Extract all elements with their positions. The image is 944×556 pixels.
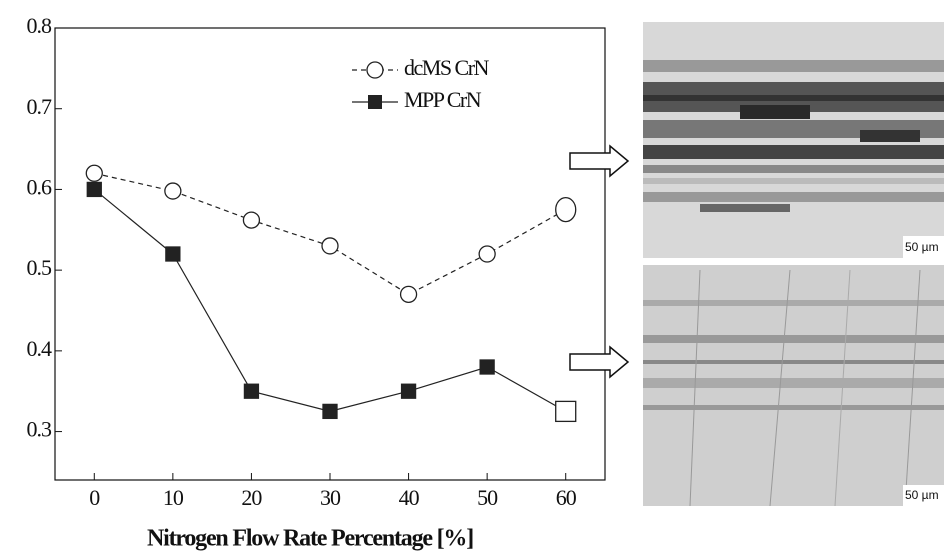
scale-box	[903, 485, 944, 506]
marker	[322, 403, 338, 420]
marker	[321, 237, 339, 255]
y-tick-label: 0.8	[27, 13, 53, 38]
marker	[164, 182, 182, 200]
x-tick-label: 40	[399, 485, 420, 510]
y-tick-label: 0.4	[27, 336, 53, 361]
legend-label: MPP CrN	[404, 87, 482, 112]
marker	[400, 383, 417, 399]
x-tick-label: 20	[241, 485, 262, 510]
micrograph-top	[643, 22, 944, 258]
y-tick-label: 0.7	[27, 94, 53, 119]
x-tick-label: 50	[477, 485, 498, 510]
legend-label: dcMS CrN	[404, 55, 490, 80]
marker	[399, 285, 418, 304]
scale-label: 50 µm	[905, 488, 939, 502]
x-tick-label: 10	[163, 485, 184, 510]
scale-label: 50 µm	[905, 240, 939, 254]
micrograph-bottom	[643, 265, 944, 506]
scale-box	[903, 236, 944, 258]
marker	[555, 400, 577, 423]
marker	[86, 181, 102, 198]
x-tick-label: 30	[320, 485, 341, 510]
y-tick-label: 0.6	[27, 174, 53, 199]
legend-marker	[366, 61, 384, 79]
marker	[478, 245, 496, 263]
x-tick-label: 0	[89, 485, 100, 510]
y-tick-label: 0.3	[27, 417, 53, 442]
marker	[165, 246, 181, 262]
arrow	[569, 144, 630, 178]
marker	[555, 196, 577, 223]
series-line	[93, 188, 567, 413]
x-axis-label: Nitrogen Flow Rate Percentage [%]	[147, 526, 473, 552]
marker	[479, 359, 495, 375]
marker	[85, 164, 103, 182]
marker	[242, 211, 261, 229]
y-tick-label: 0.5	[27, 255, 53, 280]
x-tick-label: 60	[556, 485, 577, 510]
arrow	[569, 345, 630, 379]
legend-marker	[368, 95, 382, 109]
marker	[243, 383, 260, 399]
